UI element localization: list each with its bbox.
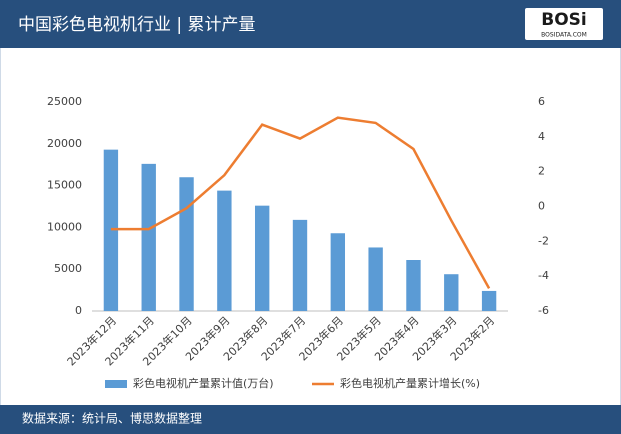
y-tick-label: 25000 xyxy=(47,95,82,108)
header-bar xyxy=(0,0,621,48)
bar xyxy=(444,274,459,311)
y2-tick-label: -2 xyxy=(538,234,549,247)
bar xyxy=(292,219,308,311)
y2-tick-label: -6 xyxy=(538,304,549,317)
y-tick-label: 0 xyxy=(75,304,82,317)
footer-bar xyxy=(0,405,621,434)
legend-swatch xyxy=(105,380,127,388)
logo-sub: BOSIDATA.COM xyxy=(541,32,587,39)
bar xyxy=(368,247,383,311)
y-tick-label: 15000 xyxy=(47,179,82,192)
line xyxy=(110,116,491,289)
y2-tick-label: -4 xyxy=(538,269,549,282)
y-tick-label: 20000 xyxy=(47,137,82,150)
bar xyxy=(179,177,194,311)
bar xyxy=(141,163,156,311)
legend-label: 彩色电视机产量累计增长(%) xyxy=(340,376,480,390)
bar xyxy=(330,233,346,311)
y-tick-label: 10000 xyxy=(47,220,82,233)
chart-title: 中国彩色电视机行业 | 累计产量 xyxy=(18,15,256,35)
bar xyxy=(254,205,270,311)
logo: BOSi xyxy=(541,10,586,30)
y2-tick-label: 6 xyxy=(538,95,545,108)
source: 数据来源：统计局、博思数据整理 xyxy=(22,411,202,426)
bar xyxy=(217,190,232,311)
bar xyxy=(481,290,497,311)
y-tick-label: 5000 xyxy=(54,262,82,275)
y2-tick-label: 0 xyxy=(538,200,545,213)
legend-label: 彩色电视机产量累计值(万台) xyxy=(133,376,274,390)
bar xyxy=(406,260,421,311)
y2-tick-label: 2 xyxy=(538,165,545,178)
logo-box xyxy=(525,8,603,40)
y2-tick-label: 4 xyxy=(538,130,545,143)
